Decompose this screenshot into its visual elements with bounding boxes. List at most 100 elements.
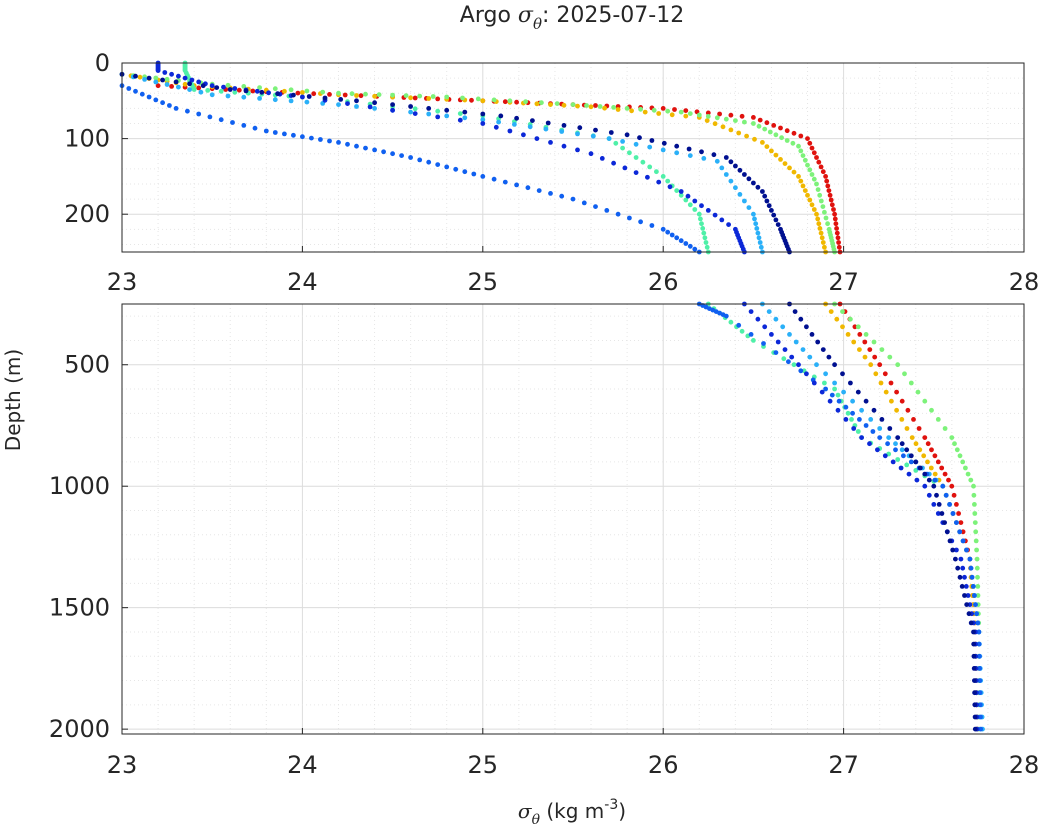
data-point: [751, 180, 756, 186]
data-point: [936, 502, 942, 507]
data-point: [527, 124, 533, 130]
data-point: [252, 125, 258, 131]
data-point: [218, 88, 224, 94]
data-point: [514, 115, 519, 121]
data-point: [717, 111, 722, 117]
data-point: [835, 235, 841, 241]
data-point: [851, 339, 857, 345]
data-point: [615, 211, 621, 217]
data-point: [840, 309, 845, 314]
data-point: [647, 164, 653, 170]
data-point: [408, 95, 413, 101]
data-point: [399, 153, 404, 159]
data-point: [712, 121, 718, 127]
data-point: [972, 593, 977, 598]
data-point: [798, 178, 804, 184]
data-point: [358, 93, 364, 99]
data-point: [822, 244, 827, 250]
data-point: [683, 113, 689, 119]
data-point: [804, 324, 809, 330]
data-point: [444, 164, 450, 170]
data-point: [974, 565, 980, 571]
data-point: [225, 82, 231, 88]
data-point: [207, 114, 213, 120]
data-point: [811, 207, 817, 212]
data-point: [381, 149, 386, 155]
data-point: [908, 459, 914, 465]
data-point: [787, 332, 792, 337]
x-axis-label-subscript: θ: [532, 812, 541, 828]
data-point: [827, 398, 833, 404]
data-point: [173, 106, 179, 111]
data-point: [975, 584, 981, 589]
data-point: [588, 104, 594, 110]
data-point: [719, 217, 725, 223]
data-point: [687, 243, 693, 249]
data-point: [318, 137, 323, 142]
data-point: [699, 203, 704, 209]
data-point: [944, 529, 950, 535]
data-point: [696, 112, 702, 118]
data-point: [669, 112, 675, 118]
data-point: [291, 132, 296, 138]
data-point: [773, 132, 779, 138]
data-point: [809, 202, 815, 208]
data-point: [899, 447, 905, 453]
data-point: [426, 106, 432, 111]
data-point: [254, 88, 260, 94]
data-point: [728, 127, 734, 133]
data-point: [705, 114, 711, 119]
data-point: [295, 90, 301, 96]
data-point: [554, 101, 560, 106]
data-point: [597, 104, 603, 109]
data-point: [153, 97, 159, 103]
data-point: [825, 183, 831, 189]
data-point: [696, 211, 702, 217]
data-point: [818, 164, 824, 170]
data-point: [815, 339, 821, 345]
data-point: [755, 316, 761, 322]
data-point: [153, 79, 159, 85]
data-point: [873, 371, 879, 377]
data-point: [973, 538, 979, 544]
data-point: [970, 584, 976, 589]
data-point: [462, 109, 468, 115]
x-tick-label: 24: [287, 268, 318, 296]
data-point: [955, 565, 961, 571]
data-point: [480, 174, 486, 179]
data-point: [241, 84, 247, 89]
data-point: [863, 423, 869, 428]
data-point: [942, 471, 948, 477]
data-point: [762, 193, 768, 199]
data-point: [613, 140, 619, 146]
data-point: [932, 453, 938, 459]
data-point: [805, 136, 810, 142]
data-point: [169, 84, 175, 89]
data-point: [146, 94, 152, 100]
data-point: [570, 196, 576, 202]
data-point: [638, 219, 643, 225]
data-point: [972, 726, 978, 732]
data-point: [971, 666, 977, 671]
data-point: [354, 143, 359, 149]
data-point: [802, 157, 808, 163]
data-point: [834, 316, 840, 322]
data-point: [947, 538, 953, 544]
data-point: [811, 176, 817, 182]
data-point: [972, 714, 978, 720]
data-point: [665, 229, 671, 235]
data-point: [972, 502, 977, 507]
data-point: [667, 184, 673, 190]
data-point: [250, 88, 256, 94]
data-point: [700, 226, 706, 231]
data-point: [435, 162, 441, 168]
data-point: [899, 398, 905, 404]
data-point: [227, 87, 233, 92]
data-point: [796, 143, 801, 149]
data-point: [311, 91, 317, 97]
data-point: [702, 235, 708, 241]
data-point: [300, 134, 305, 140]
data-point: [877, 426, 883, 431]
data-point: [965, 471, 971, 477]
x-tick-label: 26: [648, 751, 679, 779]
